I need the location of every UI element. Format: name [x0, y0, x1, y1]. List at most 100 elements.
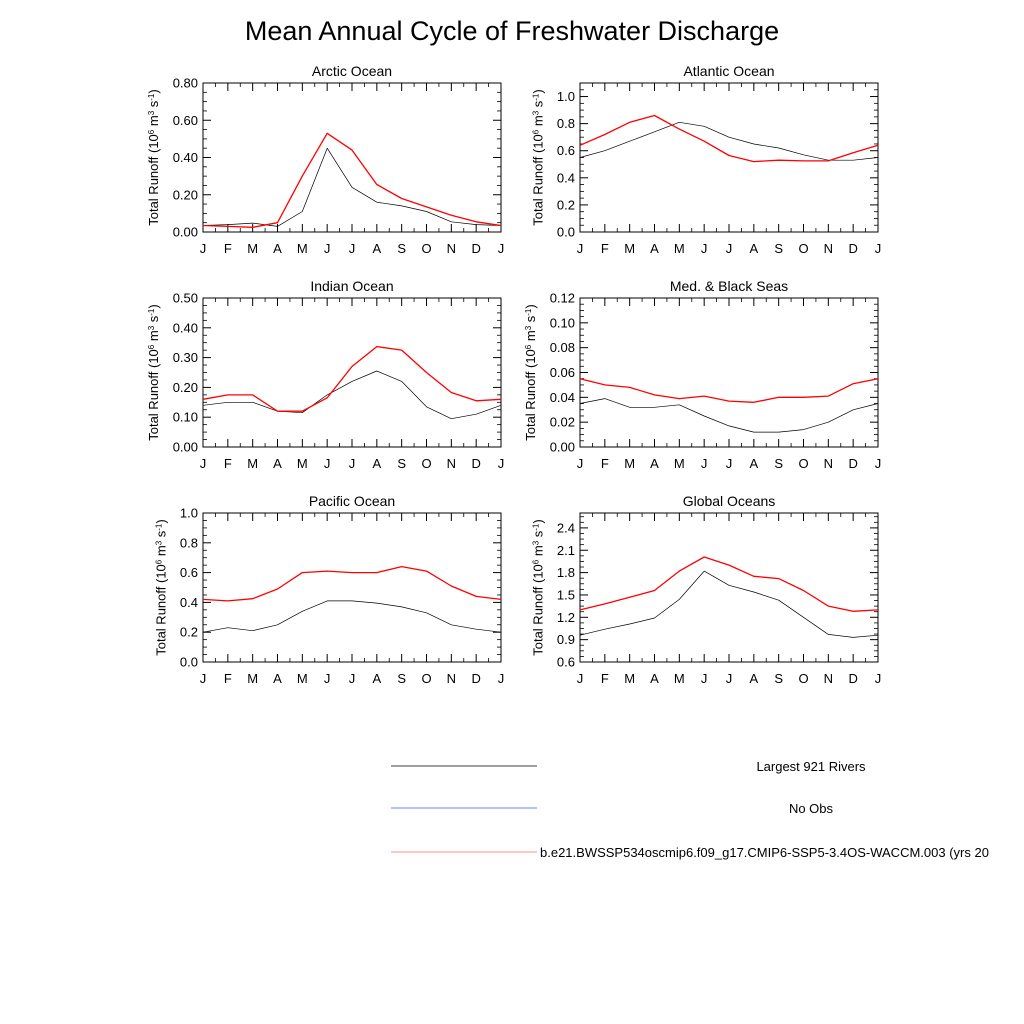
- x-tick-label: M: [297, 671, 308, 686]
- y-tick-label: 0.8: [557, 116, 575, 131]
- y-tick-label: 0.0: [557, 225, 575, 240]
- x-tick-label: S: [397, 456, 406, 471]
- x-tick-label: A: [650, 671, 659, 686]
- x-tick-label: A: [273, 456, 282, 471]
- y-tick-label: 0.9: [557, 632, 575, 647]
- y-tick-label: 0.40: [173, 320, 198, 335]
- x-tick-label: A: [372, 671, 381, 686]
- x-tick-label: J: [200, 241, 207, 256]
- x-tick-label: M: [247, 671, 258, 686]
- x-tick-label: N: [447, 456, 456, 471]
- x-tick-label: S: [397, 671, 406, 686]
- y-tick-label: 2.1: [557, 543, 575, 558]
- y-tick-label: 0.80: [173, 76, 198, 91]
- model-line: [579, 556, 879, 612]
- obs-line: [202, 147, 502, 227]
- x-tick-label: J: [498, 671, 505, 686]
- x-tick-label: J: [577, 456, 584, 471]
- y-tick-label: 0.4: [180, 595, 198, 610]
- x-tick-label: A: [650, 456, 659, 471]
- plot-frame: [579, 297, 879, 448]
- y-axis-label: Total Runoff (106 m3 s-1): [530, 89, 545, 226]
- x-tick-label: F: [224, 671, 232, 686]
- model-line: [579, 114, 879, 163]
- x-tick-label: O: [421, 671, 431, 686]
- x-tick-label: N: [447, 241, 456, 256]
- x-tick-label: J: [324, 671, 331, 686]
- x-tick-label: M: [674, 241, 685, 256]
- x-tick-label: M: [674, 456, 685, 471]
- x-tick-label: D: [848, 456, 857, 471]
- y-tick-label: 0.8: [180, 535, 198, 550]
- x-tick-label: J: [875, 671, 882, 686]
- y-tick-label: 0.10: [173, 410, 198, 425]
- y-tick-label: 0.00: [173, 440, 198, 455]
- x-tick-label: S: [774, 456, 783, 471]
- model-line: [579, 378, 879, 403]
- obs-line: [579, 121, 879, 161]
- x-tick-label: J: [577, 671, 584, 686]
- y-axis-label: Total Runoff (106 m3 s-1): [530, 519, 545, 656]
- x-tick-label: M: [247, 241, 258, 256]
- figure-title: Mean Annual Cycle of Freshwater Discharg…: [245, 16, 779, 46]
- y-tick-label: 1.8: [557, 565, 575, 580]
- legend-label-1: Largest 921 Rivers: [756, 759, 866, 774]
- y-tick-label: 0.60: [173, 113, 198, 128]
- x-tick-label: O: [798, 456, 808, 471]
- x-tick-label: J: [498, 241, 505, 256]
- plot-frame: [202, 297, 502, 448]
- y-tick-label: 0.2: [180, 625, 198, 640]
- x-tick-label: M: [624, 671, 635, 686]
- x-tick-label: O: [798, 241, 808, 256]
- panel-title: Atlantic Ocean: [683, 63, 774, 79]
- x-tick-label: F: [224, 241, 232, 256]
- obs-line: [202, 370, 502, 420]
- panel-title: Arctic Ocean: [312, 63, 392, 79]
- y-axis-label: Total Runoff (106 m3 s-1): [146, 304, 161, 441]
- y-tick-label: 0.2: [557, 197, 575, 212]
- plot-frame: [579, 82, 879, 233]
- x-tick-label: J: [349, 456, 356, 471]
- x-tick-label: N: [447, 671, 456, 686]
- x-tick-label: J: [200, 671, 207, 686]
- y-tick-label: 0.6: [180, 565, 198, 580]
- y-tick-label: 0.08: [550, 340, 575, 355]
- x-tick-label: A: [749, 241, 758, 256]
- y-tick-label: 2.4: [557, 520, 575, 535]
- y-tick-label: 1.5: [557, 587, 575, 602]
- obs-line: [579, 398, 879, 433]
- obs-line: [202, 600, 502, 633]
- x-tick-label: A: [749, 671, 758, 686]
- x-tick-label: S: [397, 241, 406, 256]
- y-tick-label: 0.30: [173, 350, 198, 365]
- y-tick-label: 0.20: [173, 380, 198, 395]
- x-tick-label: J: [324, 241, 331, 256]
- x-tick-label: M: [624, 456, 635, 471]
- x-tick-label: N: [824, 671, 833, 686]
- x-tick-label: S: [774, 241, 783, 256]
- y-tick-label: 0.20: [173, 187, 198, 202]
- x-tick-label: D: [471, 456, 480, 471]
- x-tick-label: D: [848, 671, 857, 686]
- x-tick-label: J: [701, 671, 708, 686]
- x-tick-label: M: [297, 456, 308, 471]
- y-axis-label: Total Runoff (106 m3 s-1): [153, 519, 168, 656]
- x-tick-label: A: [273, 241, 282, 256]
- plot-frame: [202, 82, 502, 233]
- x-tick-label: A: [372, 241, 381, 256]
- x-tick-label: F: [601, 671, 609, 686]
- x-tick-label: A: [372, 456, 381, 471]
- x-tick-label: S: [774, 671, 783, 686]
- model-line: [202, 565, 502, 602]
- x-tick-label: O: [798, 671, 808, 686]
- x-tick-label: J: [200, 456, 207, 471]
- x-tick-label: D: [848, 241, 857, 256]
- x-tick-label: D: [471, 671, 480, 686]
- y-tick-label: 0.50: [173, 291, 198, 306]
